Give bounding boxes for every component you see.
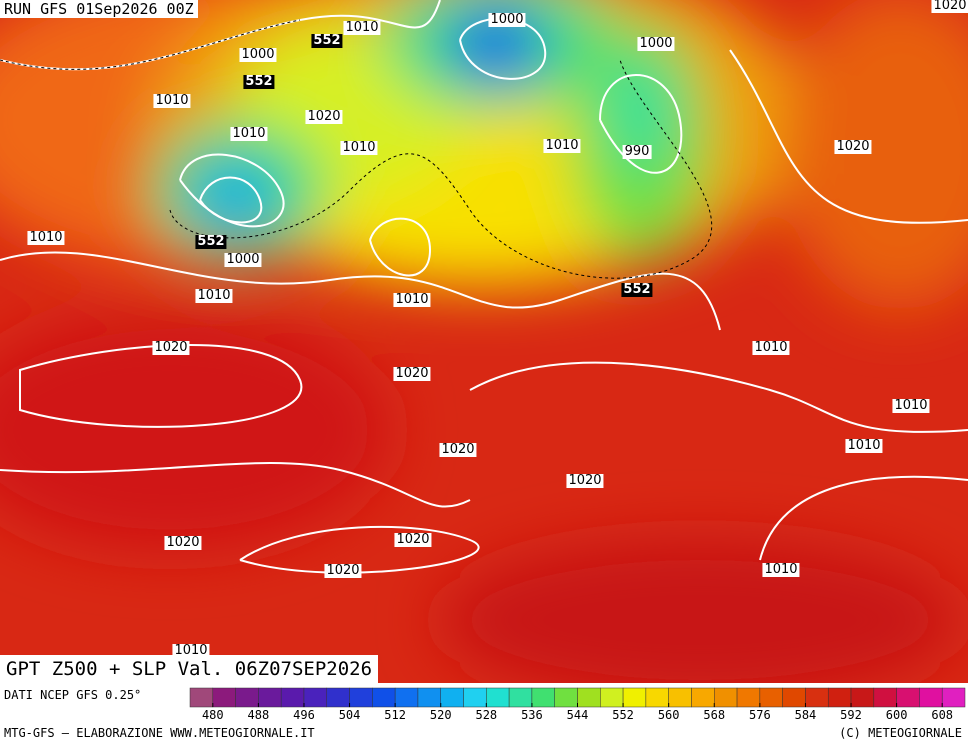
colorbar-swatch [577,687,601,708]
isobar-label: 1010 [195,288,233,303]
isobar-label: 1000 [224,252,262,267]
z500-label: 552 [311,33,343,48]
colorbar-swatch [372,687,396,708]
colorbar-swatch [850,687,875,708]
colorbar-tick-label: 512 [384,708,406,722]
isobar-label: 1010 [762,562,800,577]
colorbar-swatch [691,687,715,708]
colorbar-swatch [303,687,328,708]
colorbar-swatch [486,687,510,708]
colorbar-tick-label: 488 [248,708,270,722]
z500-label: 552 [195,234,227,249]
isobar-label: 1010 [172,643,210,658]
isobar-label: 1020 [164,535,202,550]
isobar-label: 1010 [892,398,930,413]
isobar-label: 1000 [488,12,526,27]
isobar-label: 1020 [439,442,477,457]
colorbar-tick-label: 528 [475,708,497,722]
colorbar-tick-label: 480 [202,708,224,722]
colorbar-tick-label: 560 [658,708,680,722]
isobar-label: 1010 [752,340,790,355]
colorbar-swatch [235,687,259,708]
footer-right: (C) METEOGIORNALE [839,726,962,740]
colorbar-tick-label: 496 [293,708,315,722]
colorbar-tick-label: 576 [749,708,771,722]
colorbar-swatch [326,687,350,708]
map [0,0,968,683]
colorbar-tick-label: 592 [840,708,862,722]
isobar-label: 990 [622,144,652,159]
colorbar-swatch [759,687,783,708]
colorbar-swatch [508,687,533,708]
isobar-label: 1000 [637,36,675,51]
isobar-label: 1010 [343,20,381,35]
isobar-label: 1010 [543,138,581,153]
colorbar-tick-label: 544 [567,708,589,722]
colorbar-swatch [805,687,829,708]
isobar-label: 1020 [305,109,343,124]
isobar-label: 1020 [834,139,872,154]
colorbar-swatch [622,687,647,708]
colorbar-swatch [258,687,282,708]
colorbar-swatch [531,687,555,708]
isobar-label: 1020 [324,563,362,578]
colorbar-swatch [463,687,487,708]
colorbar-swatch [714,687,738,708]
isobar-label: 1020 [566,473,604,488]
z500-552-contour [0,19,713,279]
isobar-label: 1010 [393,292,431,307]
run-label: RUN GFS 01Sep2026 00Z [0,0,198,18]
colorbar-swatch [189,687,214,708]
colorbar-swatch [417,687,441,708]
z500-label: 552 [621,282,653,297]
colorbar-label: DATI NCEP GFS 0.25° [4,688,142,702]
isobar-label: 1020 [931,0,968,13]
colorbar-tick-label: 536 [521,708,543,722]
map-title: GPT Z500 + SLP Val. 06Z07SEP2026 [0,655,379,683]
colorbar-tick-label: 600 [886,708,908,722]
colorbar-swatch [349,687,373,708]
colorbar-swatch [736,687,761,708]
colorbar-swatch [873,687,897,708]
isobar-label: 1010 [845,438,883,453]
colorbar-tick-label: 568 [703,708,725,722]
colorbar-tick-label: 552 [612,708,634,722]
colorbar-swatch [919,687,943,708]
isobar-label: 1010 [27,230,65,245]
colorbar-tick-label: 584 [795,708,817,722]
isobar-label: 1020 [393,366,431,381]
isobar-label: 1010 [340,140,378,155]
colorbar-swatch [212,687,236,708]
footer-left: MTG-GFS — ELABORAZIONE WWW.METEOGIORNALE… [4,726,315,740]
colorbar-swatch [280,687,305,708]
isobar-label: 1010 [153,93,191,108]
colorbar-swatch [645,687,669,708]
colorbar-tick-label: 608 [931,708,953,722]
colorbar-swatch [554,687,578,708]
isobar-label: 1010 [230,126,268,141]
colorbar-tick-label: 520 [430,708,452,722]
colorbar-swatch [668,687,692,708]
colorbar-swatch [827,687,852,708]
colorbar-swatch [440,687,464,708]
colorbar: 480 488 496 504 512 520 528 536 544 552 560 568 576 5… [189,687,966,722]
colorbar-swatch [941,687,966,708]
colorbar-swatch [600,687,624,708]
isobar-label: 1020 [152,340,190,355]
colorbar-tick-label: 504 [339,708,361,722]
isobar-label: 1000 [239,47,277,62]
colorbar-swatch [782,687,806,708]
z500-label: 552 [243,74,275,89]
colorbar-swatch [394,687,419,708]
isobar-label: 1020 [394,532,432,547]
colorbar-swatch [896,687,920,708]
